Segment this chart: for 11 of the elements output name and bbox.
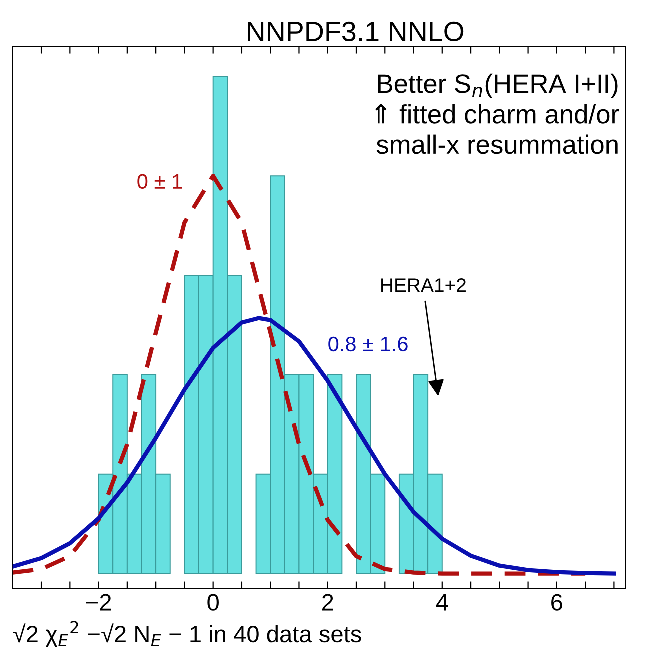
annotation: 0 ± 1 [138,174,182,190]
x-tick-label: −2 [86,594,112,611]
annotation: Better S$_{n}$(HERA I+II) ⇑ fitted charm and/or small-x resummation [376,74,620,154]
annotation: HERA1+2 [382,278,466,292]
x-tick-label: 4 [436,594,448,611]
x-tick-label: 0 [208,594,219,611]
chart-title: NNPDF3.1 NNLO [248,22,464,42]
annotation: 0.8 ± 1.6 [328,336,408,352]
x-tick-label: 2 [322,594,334,611]
x-axis-title: √2 χ$_{E}$$^{2}$ −√2 N$_{E}$ − 1 in 40 data sets [13,621,362,648]
x-tick-label: 6 [552,594,562,611]
